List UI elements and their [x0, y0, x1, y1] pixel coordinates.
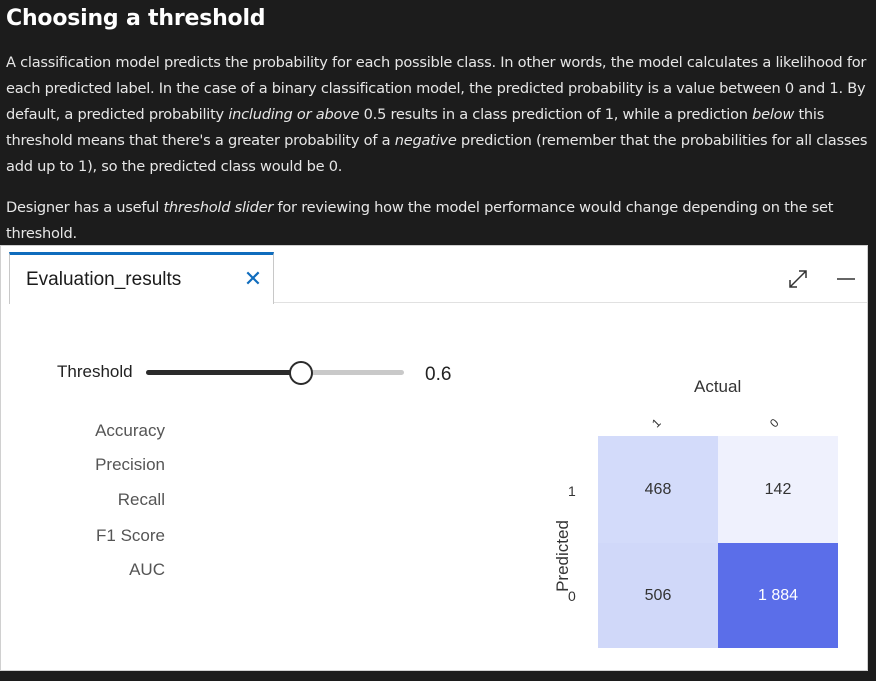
designer-paragraph: Designer has a useful threshold slider f… [6, 195, 872, 247]
cell-value: 142 [764, 480, 792, 498]
tab-divider [274, 302, 867, 303]
text-segment: this threshold means that there's a grea… [6, 106, 825, 149]
column-tick-0: 0 [767, 415, 782, 431]
metric-f1-score: F1 Score [96, 526, 165, 545]
text-segment: A classification model predicts the prob… [6, 54, 867, 123]
emphasis-text: negative [394, 132, 457, 149]
text-segment: Designer has a useful [6, 199, 164, 216]
slider-fill [146, 370, 301, 375]
cell-value: 1 884 [757, 586, 799, 604]
row-tick-0: 0 [568, 588, 576, 604]
close-icon[interactable]: ✕ [243, 267, 263, 292]
matrix-cell-tp[interactable]: 468 [598, 436, 718, 543]
text-segment: prediction (remember that the probabilit… [6, 132, 868, 175]
threshold-slider[interactable] [146, 360, 404, 385]
row-tick-1: 1 [568, 483, 576, 499]
page-title: Choosing a threshold [6, 6, 266, 31]
tab-label: Evaluation_results [26, 269, 182, 290]
matrix-cell-fp[interactable]: 142 [718, 436, 838, 543]
threshold-value: 0.6 [425, 364, 452, 385]
cell-value: 506 [644, 586, 672, 604]
matrix-cell-tn[interactable]: 1 884 [718, 543, 838, 648]
threshold-label: Threshold [57, 362, 133, 381]
actual-axis-label: Actual [694, 377, 742, 396]
metric-recall: Recall [117, 490, 165, 509]
cell-value: 468 [644, 480, 672, 498]
predicted-axis-label: Predicted [553, 520, 572, 592]
metric-accuracy: Accuracy [95, 421, 165, 440]
text-segment: 0.5 results in a class prediction of 1, … [359, 106, 753, 123]
emphasis-text: threshold slider [163, 199, 274, 216]
metric-auc: AUC [129, 560, 165, 579]
intro-paragraph: A classification model predicts the prob… [6, 50, 872, 180]
slider-thumb[interactable] [288, 361, 313, 385]
expand-icon[interactable] [787, 268, 809, 290]
emphasis-text: below [752, 106, 795, 123]
tab-evaluation-results[interactable]: Evaluation_results ✕ [9, 252, 274, 304]
matrix-cell-fn[interactable]: 506 [598, 543, 718, 648]
text-segment: for reviewing how the model performance … [6, 199, 834, 242]
metric-precision: Precision [95, 455, 165, 474]
evaluation-panel: Evaluation_results ✕ Threshold 0.6 Accur… [0, 245, 868, 671]
column-tick-1: 1 [649, 415, 664, 431]
emphasis-text: including or above [228, 106, 360, 123]
minimize-icon[interactable] [835, 268, 857, 290]
